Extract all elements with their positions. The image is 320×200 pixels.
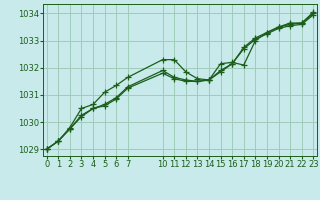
Text: Graphe pression niveau de la mer (hPa): Graphe pression niveau de la mer (hPa) — [41, 185, 279, 195]
